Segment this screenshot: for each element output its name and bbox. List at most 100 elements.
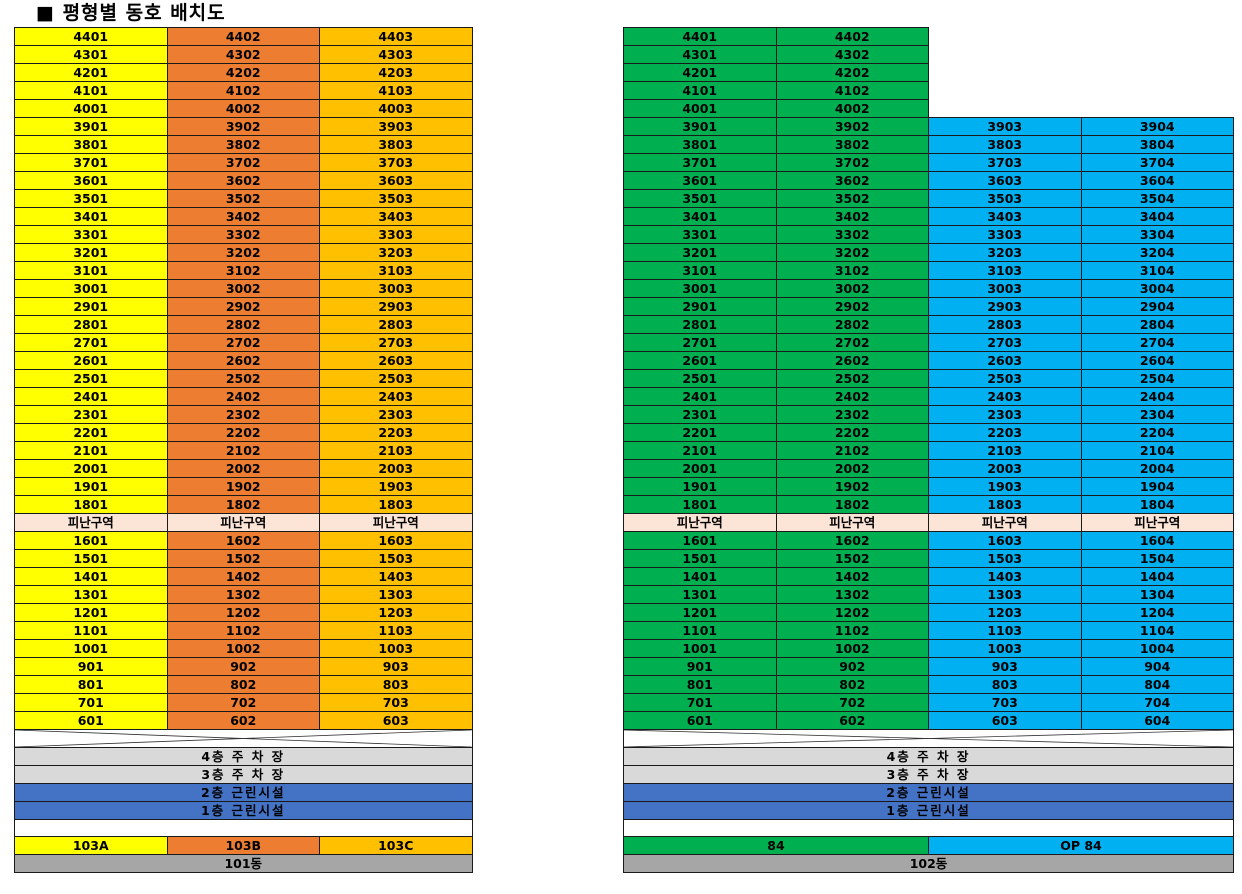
refuge-cell: 피난구역: [166, 513, 320, 532]
unit-cell: 2702: [166, 333, 320, 352]
unit-cell: 3902: [775, 117, 929, 136]
unit-cell: 2601: [14, 351, 168, 370]
unit-cell: 3802: [166, 135, 320, 154]
unit-cell: 2201: [623, 423, 777, 442]
unit-cell: 2503: [319, 369, 473, 388]
floor-row: 3101 3102 3103 3104: [623, 261, 1234, 280]
unit-cell: 3901: [623, 117, 777, 136]
unit-cell: 2801: [14, 315, 168, 334]
empty-cell: [929, 46, 1082, 64]
unit-cell: 2802: [166, 315, 320, 334]
unit-cell: 902: [166, 657, 320, 676]
unit-cell: 1504: [1080, 549, 1234, 568]
floor-row: 2501 2502 2503: [14, 369, 473, 388]
unit-cell: 1102: [775, 621, 929, 640]
unit-cell: 4102: [166, 81, 320, 100]
unit-cell: 1003: [928, 639, 1082, 658]
unit-type-label: 103A: [14, 836, 168, 856]
unit-cell: 2301: [14, 405, 168, 424]
unit-cell: 603: [928, 711, 1082, 730]
page-title: ■ 평형별 동호 배치도: [36, 2, 226, 24]
unit-cell: 3303: [928, 225, 1082, 244]
floor-row: 2801 2802 2803: [14, 315, 473, 334]
unit-cell: 1303: [928, 585, 1082, 604]
unit-cell: 901: [623, 657, 777, 676]
empty-cell: [1081, 28, 1234, 46]
unit-cell: 2402: [166, 387, 320, 406]
unit-cell: 1203: [928, 603, 1082, 622]
unit-cell: 3501: [623, 189, 777, 208]
unit-cell: 604: [1080, 711, 1234, 730]
unit-cell: 2501: [14, 369, 168, 388]
unit-cell: 2104: [1080, 441, 1234, 460]
base-floor-row: 3층 주 차 장: [14, 765, 473, 784]
floor-row: 2701 2702 2703: [14, 333, 473, 352]
unit-cell: 1302: [166, 585, 320, 604]
floor-row: 2101 2102 2103 2104: [623, 441, 1234, 460]
spacer-row: [14, 818, 473, 838]
unit-cell: 2502: [775, 369, 929, 388]
unit-cell: 4202: [775, 63, 929, 82]
base-floor-cell: 2층 근린시설: [623, 783, 1234, 802]
unit-cell: 2703: [319, 333, 473, 352]
building-name: 102동: [623, 854, 1234, 874]
unit-cell: 3002: [166, 279, 320, 298]
floor-row: 2501 2502 2503 2504: [623, 369, 1234, 388]
building-name: 101동: [14, 854, 473, 874]
unit-cell: 1401: [623, 567, 777, 586]
unit-cell: 1901: [623, 477, 777, 496]
unit-cell: 3501: [14, 189, 168, 208]
base-floor-cell: 1층 근린시설: [14, 801, 473, 820]
floor-row: 1901 1902 1903: [14, 477, 473, 496]
empty-cell: [929, 28, 1082, 46]
floor-row: 2101 2102 2103: [14, 441, 473, 460]
unit-cell: 3202: [775, 243, 929, 262]
unit-cell: 2102: [775, 441, 929, 460]
unit-cell: 4103: [319, 81, 473, 100]
unit-cell: 3203: [319, 243, 473, 262]
refuge-cell: 피난구역: [623, 513, 777, 532]
floor-row: 1001 1002 1003: [14, 639, 473, 658]
unit-cell: 801: [623, 675, 777, 694]
unit-cell: 3201: [623, 243, 777, 262]
unit-cell: 3102: [166, 261, 320, 280]
unit-cell: 1403: [928, 567, 1082, 586]
unit-cell: 1303: [319, 585, 473, 604]
unit-cell: 1602: [775, 531, 929, 550]
unit-cell: 3002: [775, 279, 929, 298]
floor-row: 4201 4202 4203: [14, 63, 473, 82]
unit-cell: 602: [166, 711, 320, 730]
unit-cell: 2101: [623, 441, 777, 460]
floor-row: 3801 3802 3803: [14, 135, 473, 154]
unit-cell: 3202: [166, 243, 320, 262]
floor-row: 2601 2602 2603: [14, 351, 473, 370]
floor-row: 601 602 603: [14, 711, 473, 730]
unit-cell: 3203: [928, 243, 1082, 262]
unit-cell: 4303: [319, 45, 473, 64]
unit-cell: 4102: [775, 81, 929, 100]
unit-cell: 2602: [166, 351, 320, 370]
refuge-cell: 피난구역: [1080, 513, 1234, 532]
building-name-row: 101동: [14, 854, 473, 874]
unit-cell: 2303: [928, 405, 1082, 424]
floor-row: 1901 1902 1903 1904: [623, 477, 1234, 496]
unit-cell: 2701: [14, 333, 168, 352]
unit-cell: 1604: [1080, 531, 1234, 550]
unit-cell: 3902: [166, 117, 320, 136]
unit-cell: 2801: [623, 315, 777, 334]
unit-type-label: 103C: [319, 836, 473, 856]
transfer-cell: [623, 729, 1234, 748]
floor-row: 2901 2902 2903 2904: [623, 297, 1234, 316]
unit-cell: 4101: [14, 81, 168, 100]
unit-cell: 3201: [14, 243, 168, 262]
unit-cell: 1503: [319, 549, 473, 568]
unit-cell: 1301: [623, 585, 777, 604]
unit-cell: 803: [319, 675, 473, 694]
unit-cell: 1002: [775, 639, 929, 658]
unit-cell: 2302: [775, 405, 929, 424]
unit-cell: 2303: [319, 405, 473, 424]
unit-cell: 901: [14, 657, 168, 676]
unit-cell: 4003: [319, 99, 473, 118]
building-101-layout: 4401 4402 4403 4301 4302 4303 4201 4202 4203 4101…: [14, 27, 473, 874]
refuge-row: 피난구역 피난구역 피난구역: [14, 513, 473, 532]
